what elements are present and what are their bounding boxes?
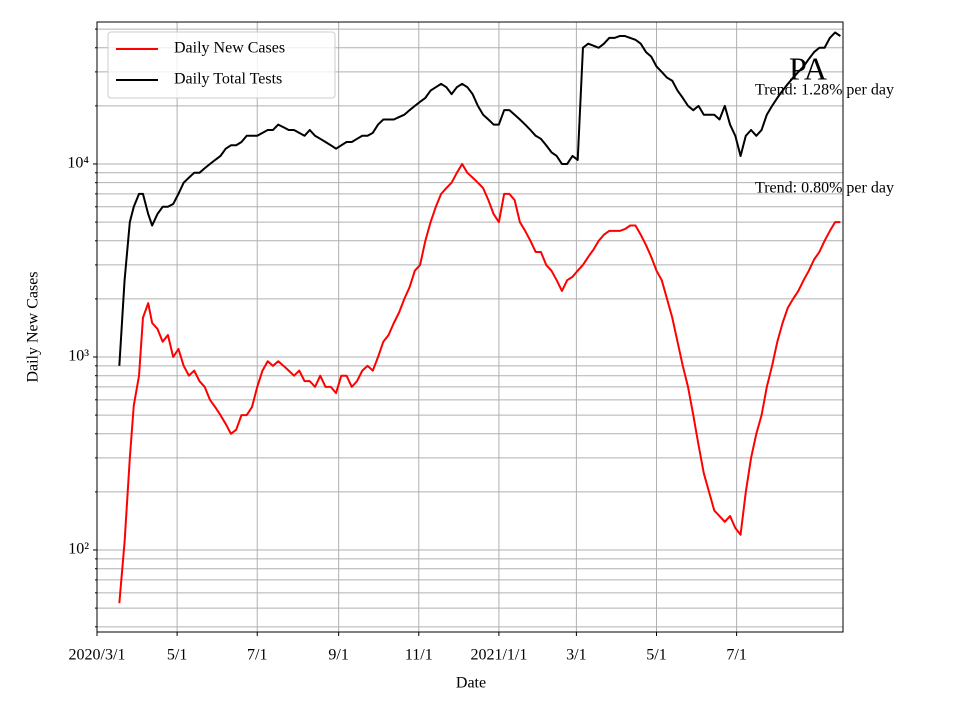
legend-label: Daily New Cases [174,40,285,57]
y-tick-label: 10² [68,541,89,558]
legend: Daily New Cases Daily Total Tests [107,31,336,99]
x-tick-label: 9/1 [328,647,348,664]
plot-frame [96,21,844,633]
x-tick-label: 5/1 [167,647,187,664]
legend-box [107,31,336,99]
y-tick-label: 10⁴ [67,155,89,172]
x-tick-label: 2020/3/1 [69,647,126,664]
series-line [118,31,841,366]
annotation: Trend: 1.28% per day [755,82,894,99]
x-tick-label: 7/1 [726,647,746,664]
y-axis-label: Daily New Cases [25,271,42,382]
x-tick-label: 3/1 [566,647,586,664]
x-tick-label: 2021/1/1 [470,647,527,664]
chart-title: PA [789,50,827,86]
x-tick-label: 5/1 [646,647,666,664]
x-tick-label: 7/1 [247,647,267,664]
legend-label: Daily Total Tests [174,71,282,88]
x-axis-label: Date [456,675,486,692]
grid [96,22,843,632]
plot-lines [118,31,841,604]
x-tick-label: 11/1 [405,647,433,664]
annotation: Trend: 0.80% per day [755,180,894,197]
y-tick-label: 10³ [68,348,89,365]
series-line [118,162,841,604]
